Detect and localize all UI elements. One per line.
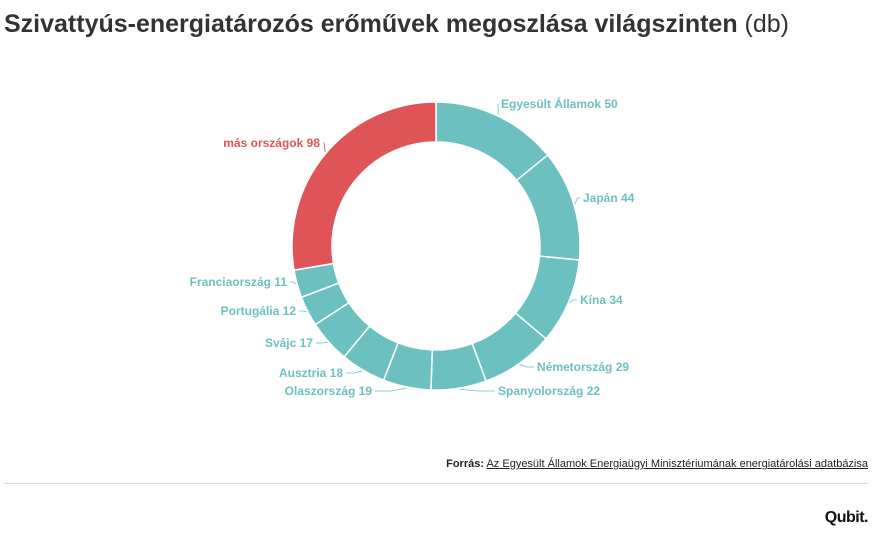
slice-label-8: Svájc 17 — [265, 336, 313, 350]
slice-label-11: más országok 98 — [223, 136, 320, 150]
slice-label-10: Franciaország 11 — [190, 275, 288, 289]
source-note: Forrás: Az Egyesült Államok Energiaügyi … — [446, 458, 868, 470]
chart-title: Szivattyús-energiatározós erőművek megos… — [4, 10, 789, 39]
leader-line-2 — [574, 197, 580, 205]
leader-line-8 — [316, 342, 328, 344]
slice-label-7: Ausztria 18 — [279, 366, 343, 380]
source-label: Forrás: — [446, 458, 485, 470]
slice-label-5: Spanyolország 22 — [498, 384, 600, 398]
footer-divider — [4, 483, 868, 484]
slice-label-4: Németország 29 — [537, 360, 629, 374]
leader-line-4 — [519, 364, 534, 368]
leader-line-7 — [346, 370, 363, 374]
donut-slice-11[interactable] — [291, 101, 437, 272]
slice-label-1: Egyesült Államok 50 — [501, 96, 618, 111]
leader-line-5 — [459, 388, 495, 392]
leader-line-10 — [290, 281, 297, 285]
leader-line-11 — [323, 142, 326, 153]
donut-chart: Egyesült Államok 50 Japán 44 Kína 34 Németo… — [190, 96, 635, 398]
leader-line-3 — [569, 299, 577, 303]
slice-label-3: Kína 34 — [580, 293, 623, 307]
slice-label-2: Japán 44 — [583, 191, 635, 205]
leader-line-9 — [299, 310, 307, 313]
chart-title-main: Szivattyús-energiatározós erőművek megos… — [4, 10, 738, 38]
leader-line-6 — [375, 387, 407, 392]
slice-label-9: Portugália 12 — [221, 304, 297, 318]
qubit-logo: Qubit. — [824, 509, 869, 526]
source-link[interactable]: Az Egyesült Államok Energiaügyi Miniszté… — [486, 458, 868, 470]
chart-title-unit: (db) — [744, 10, 790, 38]
slice-label-6: Olaszország 19 — [285, 384, 373, 398]
